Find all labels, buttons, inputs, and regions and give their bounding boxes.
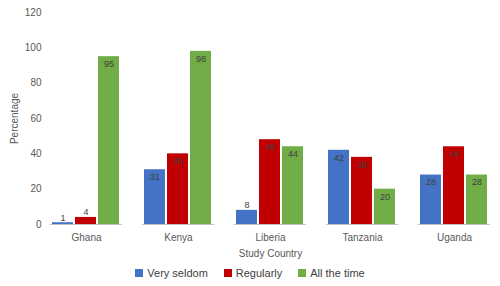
svg-text:40: 40	[173, 156, 183, 166]
svg-text:44: 44	[288, 149, 298, 159]
svg-text:Kenya: Kenya	[164, 232, 193, 243]
svg-text:48: 48	[265, 142, 275, 152]
svg-text:4: 4	[83, 207, 88, 217]
svg-text:60: 60	[30, 113, 42, 124]
svg-text:20: 20	[380, 192, 390, 202]
svg-text:8: 8	[244, 200, 249, 210]
svg-text:80: 80	[30, 77, 42, 88]
svg-text:100: 100	[25, 42, 42, 53]
svg-text:Percentage: Percentage	[9, 92, 20, 144]
svg-text:Study Country: Study Country	[239, 248, 302, 259]
svg-text:38: 38	[357, 160, 367, 170]
svg-text:Liberia: Liberia	[255, 232, 285, 243]
svg-text:95: 95	[104, 59, 114, 69]
svg-text:31: 31	[150, 172, 160, 182]
svg-text:Uganda: Uganda	[437, 232, 472, 243]
svg-text:44: 44	[449, 149, 459, 159]
html-text:Very seldom: Very seldom	[147, 267, 208, 279]
svg-text:40: 40	[30, 148, 42, 159]
html-text:All the time: All the time	[310, 267, 365, 279]
svg-text:28: 28	[472, 177, 482, 187]
svg-text:0: 0	[36, 219, 42, 230]
svg-text:98: 98	[196, 54, 206, 64]
svg-text:120: 120	[25, 7, 42, 18]
svg-text:20: 20	[30, 183, 42, 194]
svg-text:28: 28	[426, 177, 436, 187]
svg-text:42: 42	[334, 153, 344, 163]
svg-text:Tanzania: Tanzania	[342, 232, 382, 243]
svg-text:Ghana: Ghana	[71, 232, 101, 243]
svg-text:1: 1	[60, 213, 65, 223]
html-text:Regularly: Regularly	[235, 267, 283, 279]
